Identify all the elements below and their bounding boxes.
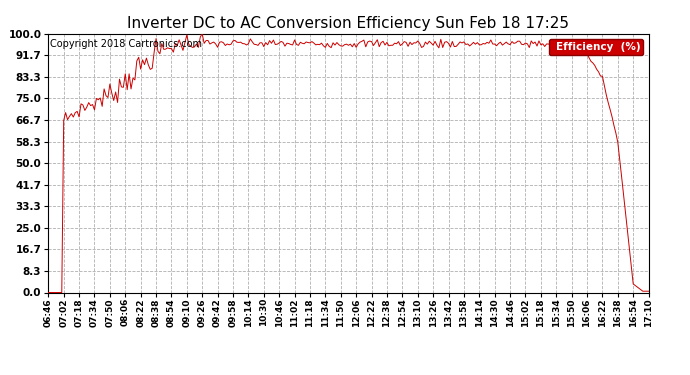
Legend: Efficiency  (%): Efficiency (%) xyxy=(549,39,643,55)
Text: Copyright 2018 Cartronics.com: Copyright 2018 Cartronics.com xyxy=(50,39,201,49)
Title: Inverter DC to AC Conversion Efficiency Sun Feb 18 17:25: Inverter DC to AC Conversion Efficiency … xyxy=(128,16,569,31)
